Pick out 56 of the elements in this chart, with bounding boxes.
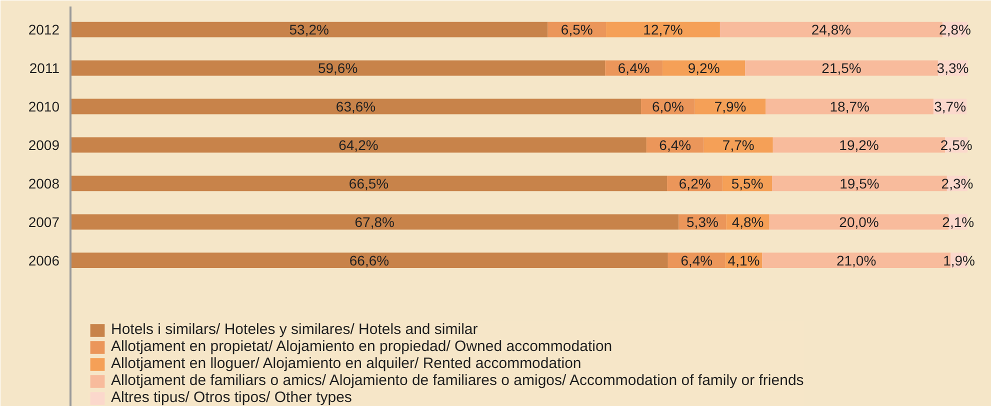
y-tick-label: 2006 [28,252,60,268]
data-label: 6,2% [678,175,711,192]
y-tick-label: 2012 [28,22,60,38]
bar [70,22,548,38]
bar [70,176,668,192]
data-label: 19,5% [840,175,880,192]
data-label: 6,4% [680,252,713,268]
bar [70,214,679,230]
bar [70,98,642,114]
data-label: 66,6% [349,252,390,268]
data-label: 3,3% [936,60,969,76]
data-label: 6,4% [618,60,650,76]
data-label: 67,8% [354,214,394,230]
data-label: 3,7% [934,98,966,114]
legend-label: Hotels i similars/ Hoteles y similares/ Hotels and similar [111,321,478,338]
data-label: 5,5% [731,175,764,192]
data-label: 6,5% [560,22,593,38]
data-label: 4,1% [728,252,760,268]
y-tick-label: 2011 [29,60,60,76]
bar [745,60,938,76]
data-label: 18,7% [830,98,870,114]
bar [70,252,668,268]
data-label: 21,0% [836,252,876,268]
data-label: 12,7% [643,22,683,38]
legend-label: Allotjament en propietat/ Alojamiento en propiedad/ Owned accommodation [111,338,612,355]
legend-label: Allotjament en lloguer/ Alojamiento en alquiler/ Rented accommodation [111,355,582,372]
data-label: 6,4% [659,136,692,153]
data-label: 6,0% [652,98,684,114]
y-tick-label: 2008 [28,175,60,192]
data-label: 7,7% [722,136,754,153]
bar [70,60,606,76]
data-label: 4,8% [732,214,764,230]
data-label: 53,2% [289,22,329,38]
legend-label: Altres tipus/ Otros tipos/ Other types [111,389,352,406]
data-label: 2,5% [940,136,972,153]
data-label: 24,8% [811,22,852,38]
data-label: 63,6% [336,98,376,114]
data-label: 9,2% [688,60,720,76]
data-label: 20,0% [839,214,879,230]
data-label: 5,3% [686,214,718,230]
data-label: 66,5% [348,175,389,192]
data-label: 19,2% [839,136,879,153]
data-label: 2,3% [941,175,974,192]
data-label: 1,9% [943,252,976,268]
bar [766,98,934,114]
data-label: 7,9% [714,98,746,114]
bar [70,137,646,153]
data-label: 21,5% [822,60,862,76]
data-label: 2,8% [939,22,971,38]
y-tick-label: 2007 [28,214,60,230]
data-label: 59,6% [318,60,358,76]
legend-label: Allotjament de familiars o amics/ Alojamiento de familiares o amigos/ Accommodation of family or friends [111,372,804,389]
y-tick-label: 2009 [28,136,60,153]
y-tick-label: 2010 [28,98,60,114]
data-label: 64,2% [338,136,378,153]
data-label: 2,1% [942,214,974,230]
